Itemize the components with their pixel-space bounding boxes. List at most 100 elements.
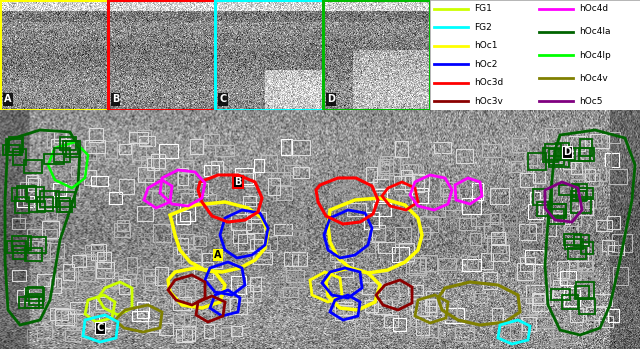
Bar: [365, 300, 378, 313]
Bar: [31, 271, 44, 283]
Bar: [219, 292, 229, 309]
Bar: [550, 272, 561, 286]
Bar: [520, 132, 531, 143]
Bar: [274, 224, 292, 235]
Bar: [12, 236, 31, 250]
Bar: [234, 230, 247, 243]
Bar: [28, 287, 43, 297]
Bar: [78, 266, 95, 281]
Bar: [231, 326, 242, 336]
Bar: [279, 273, 297, 289]
Bar: [530, 192, 540, 204]
Bar: [440, 182, 453, 196]
Bar: [529, 297, 543, 314]
Bar: [17, 290, 29, 301]
Bar: [254, 159, 264, 172]
Bar: [70, 199, 89, 214]
Bar: [443, 194, 461, 210]
Bar: [559, 185, 579, 195]
Bar: [6, 139, 22, 155]
Bar: [513, 138, 529, 152]
Bar: [330, 249, 346, 261]
Bar: [85, 245, 102, 257]
Bar: [486, 236, 506, 253]
Bar: [474, 293, 486, 303]
Bar: [27, 229, 42, 241]
Bar: [219, 231, 230, 246]
Bar: [173, 247, 183, 262]
Bar: [66, 141, 80, 157]
Bar: [193, 236, 206, 246]
Bar: [554, 324, 564, 338]
Bar: [379, 161, 389, 171]
Bar: [221, 327, 232, 340]
Bar: [51, 278, 61, 293]
Bar: [144, 233, 155, 247]
Bar: [405, 174, 424, 192]
Bar: [612, 234, 632, 252]
Bar: [60, 202, 72, 212]
Bar: [575, 286, 589, 299]
Bar: [407, 328, 424, 340]
Bar: [143, 269, 158, 283]
Bar: [70, 302, 90, 314]
Bar: [511, 161, 522, 172]
Bar: [410, 315, 425, 326]
Bar: [426, 203, 445, 217]
Bar: [438, 258, 456, 270]
Bar: [60, 137, 77, 150]
Bar: [335, 305, 353, 320]
Bar: [353, 254, 366, 265]
Bar: [268, 178, 280, 195]
Bar: [378, 243, 395, 253]
Bar: [534, 294, 552, 304]
Bar: [159, 144, 178, 158]
Bar: [61, 310, 76, 323]
Bar: [526, 286, 545, 303]
Text: B: B: [112, 94, 119, 105]
Bar: [343, 306, 359, 316]
Bar: [586, 307, 605, 320]
Bar: [20, 212, 33, 223]
Bar: [586, 244, 600, 261]
Bar: [24, 160, 42, 173]
Bar: [84, 146, 97, 160]
Bar: [582, 320, 594, 335]
Bar: [137, 302, 150, 318]
Bar: [118, 144, 131, 154]
Bar: [572, 191, 586, 201]
Bar: [173, 314, 189, 327]
Bar: [525, 250, 544, 264]
Bar: [427, 300, 437, 315]
Bar: [484, 222, 504, 238]
Bar: [549, 209, 564, 224]
Bar: [123, 274, 136, 287]
Bar: [523, 284, 539, 301]
Bar: [580, 139, 592, 156]
Bar: [151, 154, 165, 168]
Bar: [244, 287, 261, 298]
Bar: [519, 224, 536, 240]
Bar: [85, 140, 105, 153]
Bar: [83, 266, 102, 277]
Bar: [520, 173, 536, 187]
Bar: [223, 264, 239, 278]
Bar: [37, 326, 52, 338]
Text: D: D: [563, 147, 571, 157]
Bar: [28, 285, 38, 300]
Bar: [201, 194, 216, 205]
Bar: [177, 238, 188, 254]
Bar: [550, 136, 568, 152]
Bar: [403, 196, 422, 211]
Bar: [578, 272, 593, 286]
Bar: [17, 196, 34, 207]
Bar: [63, 264, 74, 280]
Bar: [578, 261, 593, 271]
Bar: [579, 148, 594, 161]
Bar: [585, 169, 595, 181]
Bar: [602, 240, 614, 251]
Bar: [90, 128, 103, 142]
Bar: [374, 189, 387, 201]
Text: hOc3v: hOc3v: [474, 97, 503, 106]
Bar: [159, 323, 173, 335]
